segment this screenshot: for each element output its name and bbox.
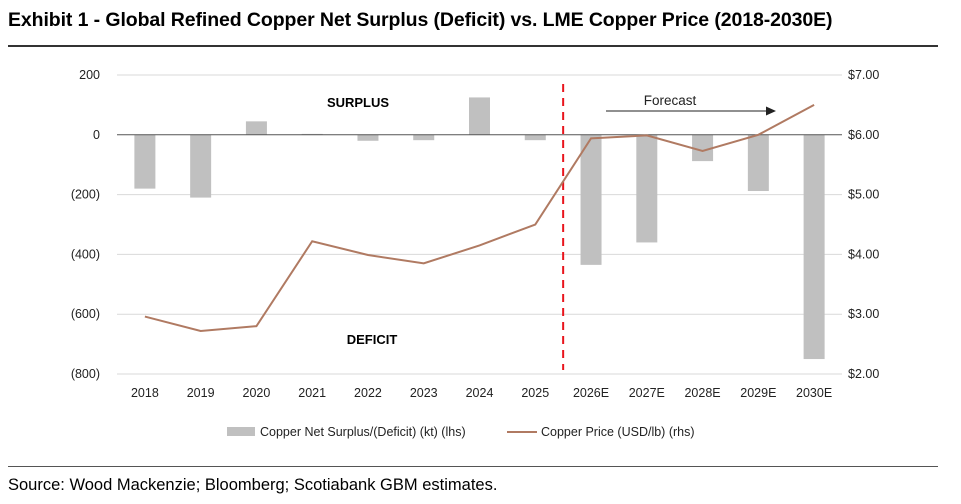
x-tick-label: 2028E — [684, 386, 720, 400]
legend-label-price: Copper Price (USD/lb) (rhs) — [541, 425, 695, 439]
left-tick-label: (800) — [71, 367, 100, 381]
legend: Copper Net Surplus/(Deficit) (kt) (lhs) … — [227, 425, 695, 439]
x-tick-label: 2022 — [354, 386, 382, 400]
bar — [413, 134, 435, 141]
bar — [803, 134, 825, 360]
right-tick-label: $2.00 — [848, 367, 879, 381]
bar — [245, 121, 267, 135]
x-tick-label: 2021 — [298, 386, 326, 400]
x-axis: 2018 2019 2020 2021 2022 2023 2024 2025 2026E 202… — [131, 386, 832, 400]
x-tick-label: 2030E — [796, 386, 832, 400]
legend-label-surplus: Copper Net Surplus/(Deficit) (kt) (lhs) — [260, 425, 466, 439]
x-tick-label: 2029E — [740, 386, 776, 400]
bar — [524, 134, 546, 141]
surplus-label: SURPLUS — [327, 95, 389, 110]
x-tick-label: 2019 — [187, 386, 215, 400]
chart-title: Exhibit 1 - Global Refined Copper Net Su… — [8, 9, 833, 31]
right-tick-label: $4.00 — [848, 247, 879, 261]
left-tick-label: (400) — [71, 247, 100, 261]
right-axis: $7.00 $6.00 $5.00 $4.00 $3.00 $2.00 — [848, 68, 879, 381]
forecast-arrow-head — [766, 106, 776, 116]
bar-series — [134, 97, 825, 360]
x-tick-label: 2018 — [131, 386, 159, 400]
legend-swatch-surplus — [227, 427, 255, 436]
chart: 200 0 (200) (400) (600) (800) $7.00 $6.00 $5.00… — [71, 68, 880, 439]
x-tick-label: 2027E — [629, 386, 665, 400]
left-tick-label: 0 — [93, 128, 100, 142]
right-tick-label: $5.00 — [848, 188, 879, 202]
left-axis: 200 0 (200) (400) (600) (800) — [71, 68, 100, 381]
bar — [190, 134, 212, 198]
right-tick-label: $6.00 — [848, 128, 879, 142]
title-rule — [8, 45, 938, 47]
source-rule — [8, 466, 938, 467]
deficit-label: DEFICIT — [347, 332, 398, 347]
x-tick-label: 2023 — [410, 386, 438, 400]
price-line — [144, 104, 815, 332]
x-tick-label: 2024 — [466, 386, 494, 400]
left-tick-label: 200 — [79, 68, 100, 82]
right-tick-label: $3.00 — [848, 307, 879, 321]
bar — [636, 134, 658, 243]
bar — [469, 97, 490, 135]
bar — [747, 134, 769, 192]
x-tick-label: 2020 — [243, 386, 271, 400]
bar — [134, 134, 156, 189]
bar — [692, 134, 714, 162]
bar — [580, 134, 602, 265]
left-tick-label: (600) — [71, 307, 100, 321]
x-tick-label: 2026E — [573, 386, 609, 400]
bar — [357, 134, 379, 141]
forecast-label: Forecast — [644, 93, 697, 108]
x-tick-label: 2025 — [521, 386, 549, 400]
left-tick-label: (200) — [71, 188, 100, 202]
source-note: Source: Wood Mackenzie; Bloomberg; Scoti… — [8, 476, 498, 494]
right-tick-label: $7.00 — [848, 68, 879, 82]
gridlines — [117, 74, 842, 375]
